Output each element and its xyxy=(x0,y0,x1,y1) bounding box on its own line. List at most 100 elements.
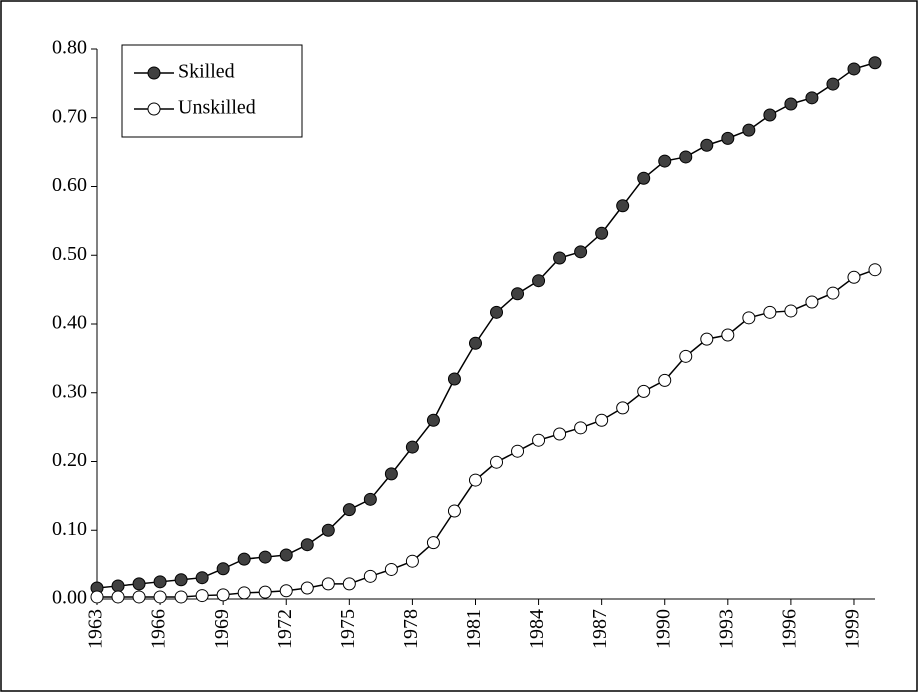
marker xyxy=(742,123,756,137)
marker xyxy=(258,585,272,599)
x-tick-label: 1990 xyxy=(652,609,674,649)
marker xyxy=(784,97,798,111)
marker xyxy=(868,56,882,70)
marker xyxy=(174,573,188,587)
marker xyxy=(153,590,167,604)
marker xyxy=(342,577,356,591)
marker xyxy=(490,305,504,319)
marker xyxy=(700,332,714,346)
marker xyxy=(468,473,482,487)
x-tick-label: 1978 xyxy=(400,609,422,649)
marker xyxy=(384,562,398,576)
marker xyxy=(511,287,525,301)
legend-marker xyxy=(147,102,161,116)
marker xyxy=(300,538,314,552)
x-tick-label: 1987 xyxy=(589,609,611,649)
x-tick-label: 1981 xyxy=(463,609,485,649)
y-tick-label: 0.00 xyxy=(52,587,87,609)
marker xyxy=(679,349,693,363)
marker xyxy=(553,427,567,441)
x-tick-label: 1963 xyxy=(85,609,107,649)
x-tick-label: 1975 xyxy=(337,609,359,649)
x-tick-label: 1984 xyxy=(526,609,548,649)
marker xyxy=(216,562,230,576)
marker xyxy=(384,467,398,481)
marker xyxy=(111,590,125,604)
marker xyxy=(595,413,609,427)
marker xyxy=(111,579,125,593)
marker xyxy=(721,131,735,145)
marker xyxy=(153,575,167,589)
y-tick-label: 0.70 xyxy=(52,105,87,127)
marker xyxy=(763,108,777,122)
marker xyxy=(658,154,672,168)
marker xyxy=(363,569,377,583)
y-tick-label: 0.20 xyxy=(52,449,87,471)
marker xyxy=(658,373,672,387)
marker xyxy=(321,523,335,537)
x-tick-label: 1993 xyxy=(715,609,737,649)
legend-box xyxy=(121,44,303,138)
marker xyxy=(763,305,777,319)
marker xyxy=(321,577,335,591)
marker xyxy=(637,171,651,185)
marker xyxy=(237,552,251,566)
marker xyxy=(426,536,440,550)
marker xyxy=(595,226,609,240)
y-tick-label: 0.50 xyxy=(52,243,87,265)
marker xyxy=(468,336,482,350)
marker xyxy=(616,199,630,213)
marker xyxy=(805,91,819,105)
y-tick-label: 0.10 xyxy=(52,518,87,540)
marker xyxy=(216,588,230,602)
marker xyxy=(721,328,735,342)
marker xyxy=(363,492,377,506)
marker xyxy=(700,138,714,152)
x-tick-label: 1999 xyxy=(842,609,864,649)
marker xyxy=(742,311,756,325)
marker xyxy=(405,554,419,568)
marker xyxy=(826,77,840,91)
marker xyxy=(90,590,104,604)
y-tick-label: 0.80 xyxy=(52,37,87,59)
x-tick-label: 1972 xyxy=(274,609,296,649)
marker xyxy=(132,577,146,591)
marker xyxy=(511,444,525,458)
marker xyxy=(174,590,188,604)
marker xyxy=(532,274,546,288)
marker xyxy=(637,384,651,398)
marker xyxy=(553,251,567,265)
marker xyxy=(532,433,546,447)
marker xyxy=(279,584,293,598)
marker xyxy=(447,372,461,386)
y-tick-label: 0.40 xyxy=(52,312,87,334)
marker xyxy=(826,286,840,300)
y-tick-label: 0.60 xyxy=(52,174,87,196)
legend-label: Unskilled xyxy=(178,97,256,119)
marker xyxy=(258,550,272,564)
marker xyxy=(847,62,861,76)
marker xyxy=(405,440,419,454)
marker xyxy=(195,571,209,585)
marker xyxy=(490,455,504,469)
marker xyxy=(805,295,819,309)
marker xyxy=(447,504,461,518)
marker xyxy=(195,589,209,603)
x-tick-label: 1966 xyxy=(148,609,170,649)
y-tick-label: 0.30 xyxy=(52,380,87,402)
marker xyxy=(574,421,588,435)
marker xyxy=(574,245,588,259)
legend-label: Skilled xyxy=(178,61,235,83)
marker xyxy=(679,150,693,164)
x-tick-label: 1996 xyxy=(778,609,800,649)
legend-marker xyxy=(147,66,161,80)
x-tick-label: 1969 xyxy=(211,609,233,649)
marker xyxy=(616,401,630,415)
marker xyxy=(279,548,293,562)
marker xyxy=(342,503,356,517)
marker xyxy=(426,413,440,427)
marker xyxy=(132,590,146,604)
marker xyxy=(300,581,314,595)
marker xyxy=(868,263,882,277)
